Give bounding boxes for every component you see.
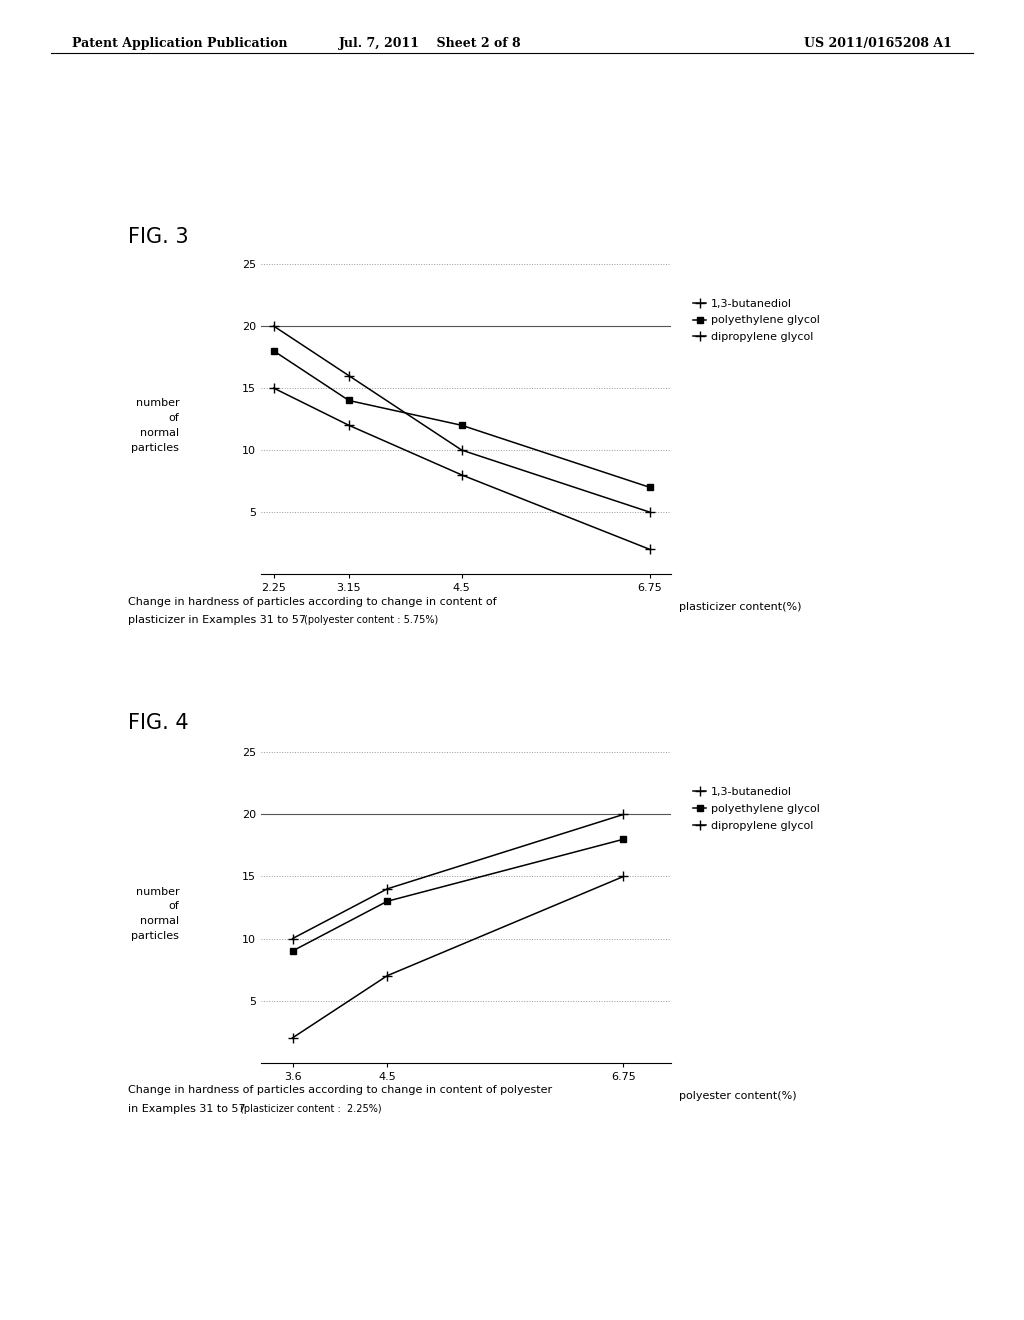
Text: Change in hardness of particles according to change in content of: Change in hardness of particles accordin… bbox=[128, 597, 497, 607]
Legend: 1,3-butanediol, polyethylene glycol, dipropylene glycol: 1,3-butanediol, polyethylene glycol, dip… bbox=[688, 294, 824, 347]
Text: (polyester content : 5.75%): (polyester content : 5.75%) bbox=[304, 615, 438, 626]
Text: Jul. 7, 2011    Sheet 2 of 8: Jul. 7, 2011 Sheet 2 of 8 bbox=[339, 37, 521, 50]
Text: FIG. 3: FIG. 3 bbox=[128, 227, 188, 247]
Text: in Examples 31 to 57: in Examples 31 to 57 bbox=[128, 1104, 249, 1114]
Text: plasticizer in Examples 31 to 57: plasticizer in Examples 31 to 57 bbox=[128, 615, 309, 626]
Text: number
of
normal
particles: number of normal particles bbox=[131, 887, 179, 941]
Text: FIG. 4: FIG. 4 bbox=[128, 713, 188, 733]
Text: (plasticizer content :  2.25%): (plasticizer content : 2.25%) bbox=[240, 1104, 382, 1114]
Text: number
of
normal
particles: number of normal particles bbox=[131, 399, 179, 453]
Text: US 2011/0165208 A1: US 2011/0165208 A1 bbox=[805, 37, 952, 50]
Text: polyester content(%): polyester content(%) bbox=[679, 1090, 797, 1101]
Legend: 1,3-butanediol, polyethylene glycol, dipropylene glycol: 1,3-butanediol, polyethylene glycol, dip… bbox=[688, 783, 824, 836]
Text: Patent Application Publication: Patent Application Publication bbox=[72, 37, 287, 50]
Text: Change in hardness of particles according to change in content of polyester: Change in hardness of particles accordin… bbox=[128, 1085, 552, 1096]
Text: plasticizer content(%): plasticizer content(%) bbox=[679, 602, 802, 612]
